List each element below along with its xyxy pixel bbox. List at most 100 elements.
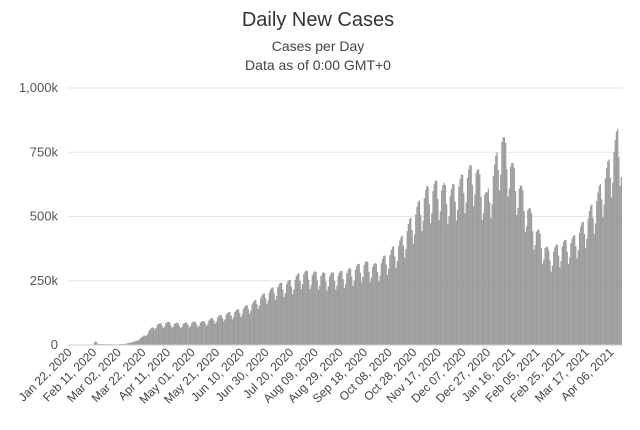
daily-bar — [445, 204, 448, 346]
daily-bar — [354, 269, 357, 346]
daily-bar — [298, 273, 300, 346]
daily-bar — [588, 211, 590, 346]
daily-bar — [477, 169, 480, 346]
daily-bar — [215, 321, 217, 346]
daily-bar — [374, 262, 376, 346]
daily-bar — [173, 323, 176, 346]
daily-bar — [613, 152, 615, 346]
daily-bar — [335, 289, 337, 346]
daily-bar — [203, 321, 205, 346]
daily-bar — [226, 313, 229, 346]
y-tick-label: 750k — [30, 144, 59, 159]
daily-bar — [395, 267, 397, 346]
daily-bar — [282, 289, 284, 346]
daily-bar — [176, 322, 178, 346]
daily-bar — [278, 284, 280, 346]
daily-bar — [230, 315, 232, 346]
daily-bar — [524, 232, 526, 346]
daily-bar — [148, 331, 150, 346]
daily-bar — [545, 246, 547, 346]
daily-bar — [134, 341, 136, 346]
daily-bar — [141, 336, 144, 346]
daily-bar — [487, 188, 490, 346]
daily-bar — [420, 214, 422, 346]
daily-bar — [200, 321, 203, 346]
daily-bar — [582, 221, 584, 346]
daily-bar — [172, 326, 174, 346]
daily-bar — [444, 185, 446, 346]
daily-bar — [152, 328, 155, 346]
daily-bar — [436, 181, 438, 346]
daily-bar — [377, 272, 379, 346]
daily-bar — [606, 168, 608, 346]
daily-bar — [274, 299, 277, 346]
daily-bar — [448, 216, 450, 346]
daily-bar — [241, 314, 243, 346]
daily-bar — [322, 272, 325, 346]
daily-bar — [329, 276, 331, 346]
daily-bar — [136, 340, 139, 346]
daily-bar — [219, 315, 221, 346]
daily-bar — [544, 248, 546, 346]
daily-bar — [284, 293, 286, 346]
daily-bar — [439, 211, 442, 346]
chart-subtitle-line-2: Data as of 0:00 GMT+0 — [245, 57, 391, 73]
daily-bar — [475, 173, 477, 346]
daily-bar — [308, 279, 310, 346]
daily-bar — [149, 329, 151, 346]
daily-bar — [513, 167, 515, 346]
daily-bar — [150, 328, 152, 346]
daily-bar — [571, 238, 573, 346]
daily-bar — [514, 191, 517, 346]
daily-bar — [413, 234, 416, 346]
daily-bar — [157, 324, 160, 346]
daily-bar — [405, 249, 407, 346]
daily-bar — [461, 174, 464, 346]
daily-bar — [337, 275, 339, 346]
daily-bar — [138, 339, 140, 346]
daily-bar — [140, 337, 142, 346]
daily-bar — [406, 231, 408, 346]
daily-bar — [144, 335, 146, 346]
daily-bar — [548, 250, 550, 346]
daily-bar — [165, 323, 167, 346]
daily-bar — [161, 325, 163, 346]
daily-bar — [299, 280, 301, 346]
daily-bar — [539, 233, 541, 346]
daily-bar — [353, 280, 355, 346]
daily-bar — [327, 286, 329, 346]
daily-bar — [543, 259, 545, 346]
daily-bar — [553, 251, 555, 346]
daily-bar — [320, 276, 322, 346]
daily-bar — [221, 318, 224, 346]
daily-bar — [581, 222, 583, 346]
daily-bar — [276, 295, 278, 346]
daily-bar — [518, 188, 520, 346]
daily-bar — [186, 322, 188, 346]
daily-bar — [617, 129, 619, 346]
daily-bar — [314, 271, 316, 346]
daily-bar — [295, 276, 297, 346]
daily-bar — [235, 310, 237, 346]
daily-bar — [455, 220, 458, 346]
daily-bar — [317, 289, 320, 346]
daily-bar — [347, 269, 349, 346]
daily-bar — [159, 323, 161, 346]
daily-bar — [393, 246, 395, 346]
daily-bar — [443, 182, 445, 346]
daily-bar — [491, 204, 493, 346]
daily-bar — [450, 188, 453, 346]
daily-bar — [209, 319, 211, 346]
daily-bar — [205, 326, 208, 346]
daily-bar — [197, 327, 199, 346]
daily-bar — [535, 231, 538, 346]
daily-bar — [607, 161, 609, 346]
daily-bar — [292, 294, 294, 346]
daily-bar — [232, 317, 235, 346]
daily-bar — [257, 309, 259, 346]
daily-bar — [601, 199, 603, 346]
daily-bar — [313, 272, 315, 346]
daily-bar — [207, 324, 209, 346]
daily-bar — [135, 340, 137, 346]
daily-bar — [384, 255, 386, 346]
